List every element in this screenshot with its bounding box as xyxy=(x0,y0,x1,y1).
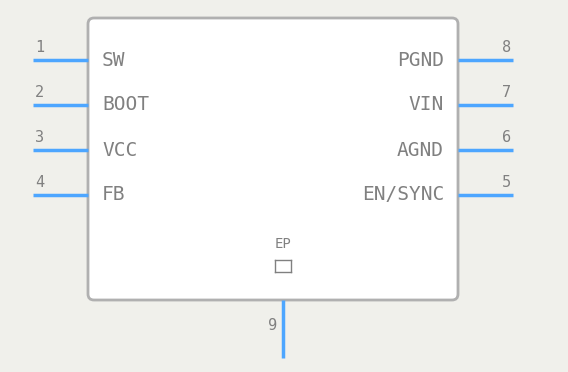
Text: 5: 5 xyxy=(502,175,511,190)
Text: BOOT: BOOT xyxy=(102,96,149,115)
Text: 4: 4 xyxy=(35,175,44,190)
Text: 1: 1 xyxy=(35,40,44,55)
Text: AGND: AGND xyxy=(397,141,444,160)
Text: PGND: PGND xyxy=(397,51,444,70)
Text: 3: 3 xyxy=(35,130,44,145)
Text: FB: FB xyxy=(102,186,126,205)
Text: 6: 6 xyxy=(502,130,511,145)
Text: 2: 2 xyxy=(35,85,44,100)
Text: 7: 7 xyxy=(502,85,511,100)
FancyBboxPatch shape xyxy=(88,18,458,300)
Text: 9: 9 xyxy=(268,317,277,333)
Text: 8: 8 xyxy=(502,40,511,55)
Text: EN/SYNC: EN/SYNC xyxy=(362,186,444,205)
Text: SW: SW xyxy=(102,51,126,70)
Text: EP: EP xyxy=(274,237,291,251)
Text: VIN: VIN xyxy=(409,96,444,115)
Text: VCC: VCC xyxy=(102,141,137,160)
